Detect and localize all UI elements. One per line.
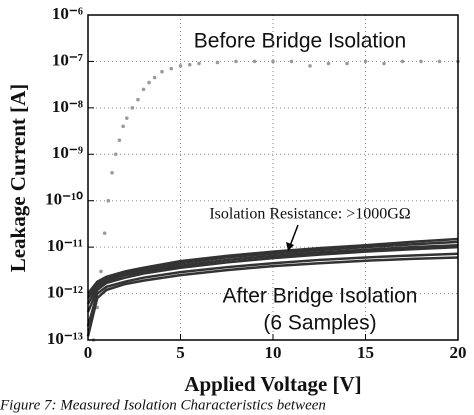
data-point — [117, 138, 122, 143]
data-line — [86, 256, 459, 337]
data-point — [121, 124, 125, 129]
y-tick-label: 10⁻¹¹ — [47, 236, 83, 255]
data-point — [152, 75, 157, 80]
data-point — [308, 64, 312, 68]
data-line — [86, 240, 459, 299]
data-point — [187, 62, 192, 67]
data-point — [169, 66, 174, 71]
data-point — [136, 97, 140, 102]
data-point — [130, 106, 135, 110]
data-point — [113, 152, 118, 157]
data-point — [326, 61, 331, 66]
plot-frame — [87, 14, 459, 341]
annotation: (6 Samples) — [263, 312, 376, 335]
x-tick-label: 0 — [84, 343, 93, 362]
data-point — [400, 59, 405, 64]
y-tick-label: 10⁻⁸ — [52, 97, 83, 116]
y-tick-label: 10⁻⁷ — [52, 50, 83, 69]
data-point — [125, 116, 129, 120]
y-tick-label: 10⁻⁹ — [52, 143, 83, 162]
annotation: Before Bridge Isolation — [194, 30, 406, 53]
data-point — [106, 198, 111, 203]
y-tick-label: 10⁻¹² — [47, 282, 83, 301]
data-point — [289, 59, 294, 64]
data-point — [147, 80, 151, 85]
data-point — [271, 59, 275, 64]
arrow — [289, 224, 299, 247]
y-tick-label: 10⁻¹⁰ — [45, 190, 83, 209]
data-point — [102, 231, 107, 235]
data-point — [160, 69, 164, 74]
data-point — [363, 59, 368, 64]
y-tick-label: 10⁻¹³ — [47, 329, 83, 348]
data-point — [382, 61, 386, 66]
arrow-head — [286, 242, 294, 251]
x-tick-label: 5 — [176, 343, 185, 362]
annotation: Isolation Resistance: >1000GΩ — [209, 206, 410, 223]
data-point — [215, 60, 220, 65]
x-tick-label: 10 — [265, 343, 282, 362]
data-point — [437, 59, 442, 64]
x-tick-label: 15 — [357, 343, 374, 362]
annotation: After Bridge Isolation — [223, 285, 418, 308]
caption: Figure 7: Measured Isolation Characteris… — [0, 397, 326, 413]
data-point — [178, 64, 183, 68]
data-line — [86, 243, 459, 305]
data-point — [252, 59, 257, 64]
data-point — [419, 59, 423, 64]
y-tick-label: 10⁻⁶ — [52, 4, 83, 23]
data-point — [234, 59, 238, 64]
data-point — [99, 269, 103, 274]
y-axis-label: Leakage Current [A] — [6, 84, 30, 273]
data-point — [345, 61, 349, 66]
x-tick-label: 20 — [450, 343, 467, 362]
data-line — [87, 237, 459, 295]
data-point — [110, 170, 114, 175]
data-line — [86, 252, 459, 327]
data-point — [141, 87, 146, 92]
x-axis-label: Applied Voltage [V] — [184, 372, 361, 396]
data-point — [197, 61, 201, 66]
data-line — [86, 245, 459, 313]
